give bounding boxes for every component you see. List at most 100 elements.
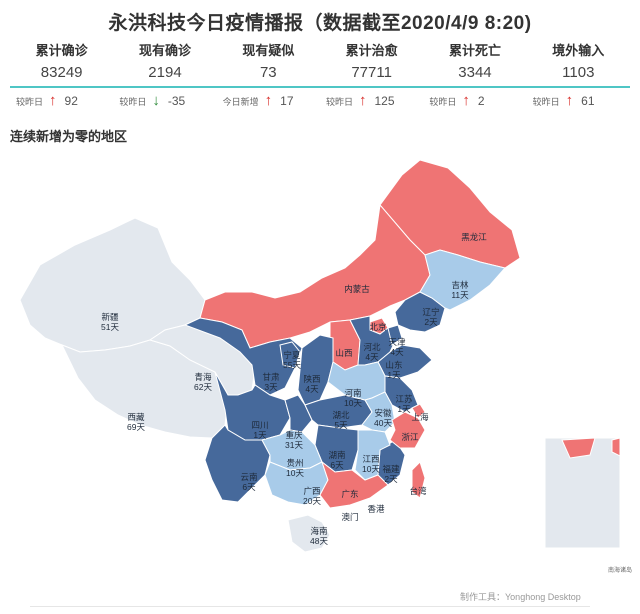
stats-bar: 累计确诊 83249 现有确诊 2194 现有疑似 73 累计治愈 77711 累计死亡…	[10, 42, 630, 88]
region-anhui[interactable]	[361, 391, 396, 433]
stat-label: 累计死亡	[448, 43, 501, 58]
region-tianjin[interactable]	[387, 324, 403, 346]
region-label: 安徽	[374, 408, 392, 418]
region-days: 62天	[194, 382, 212, 392]
stat-value: 73	[259, 64, 277, 81]
stat-cumulative-confirmed: 累计确诊 83249	[10, 42, 113, 86]
region-chongqing[interactable]	[284, 394, 313, 433]
delta-value: 17	[280, 94, 294, 108]
region-days: 2天	[424, 317, 438, 327]
delta-imported: 较昨日 ↑ 61	[527, 92, 630, 110]
stat-value: 2194	[148, 64, 182, 81]
region-days: 20天	[303, 496, 321, 506]
stat-current-confirmed: 现有确诊 2194	[113, 42, 216, 86]
region-label: 内蒙古	[344, 284, 370, 294]
region-label: 陕西	[303, 374, 320, 384]
stat-label: 累计治愈	[345, 43, 398, 58]
region-days: 10天	[286, 468, 304, 478]
region-days: 11天	[451, 290, 469, 300]
region-label: 宁夏	[283, 350, 301, 360]
region-label: 甘肃	[262, 372, 280, 382]
region-label: 青海	[194, 372, 212, 382]
region-label: 新疆	[101, 312, 119, 322]
china-map: 新疆51天西藏69天青海62天黑龙江吉林11天内蒙古辽宁2天北京天津4天河北4天…	[19, 159, 621, 553]
region-days: 1天	[397, 404, 411, 414]
stat-label: 现有疑似	[242, 43, 295, 58]
region-days: 51天	[101, 322, 119, 332]
region-label: 福建	[382, 464, 400, 474]
region-labels: 新疆51天西藏69天青海62天黑龙江吉林11天内蒙古辽宁2天北京天津4天河北4天…	[101, 232, 487, 546]
region-days: 5天	[334, 420, 348, 430]
region-label: 吉林	[451, 280, 469, 290]
region-label: 香港	[367, 504, 385, 514]
section-title: 连续新增为零的地区	[10, 129, 128, 144]
region-zhejiang[interactable]	[389, 411, 426, 449]
delta-cumulative-cured: 较昨日 ↑ 125	[320, 92, 423, 110]
region-label: 湖南	[328, 450, 345, 460]
region-henan[interactable]	[327, 361, 386, 401]
arrow-up-icon: ↑	[462, 92, 470, 109]
region-days: 3天	[264, 382, 278, 392]
delta-value: 125	[374, 94, 395, 108]
region-days: 31天	[285, 440, 303, 450]
stat-label: 现有确诊	[138, 43, 191, 58]
region-label: 山东	[385, 360, 402, 370]
delta-label: 较昨日	[532, 96, 560, 107]
arrow-down-icon: ↓	[152, 92, 160, 109]
stat-value: 83249	[40, 64, 83, 81]
region-days: 10天	[344, 398, 362, 408]
stat-value: 77711	[351, 64, 392, 81]
stat-label: 境外输入	[552, 43, 605, 58]
region-label: 浙江	[401, 432, 419, 442]
arrow-up-icon: ↑	[264, 92, 273, 109]
region-label: 天津	[388, 337, 406, 347]
region-label: 上海	[411, 412, 429, 422]
region-hainan[interactable]	[287, 514, 331, 553]
region-label: 云南	[240, 472, 257, 482]
region-days: 4天	[305, 384, 319, 394]
delta-value: 61	[581, 94, 595, 108]
region-ningxia[interactable]	[279, 341, 301, 369]
region-days: 1天	[387, 370, 401, 380]
delta-current-confirmed: 较昨日 ↓ -35	[113, 92, 216, 110]
region-days: 55天	[283, 360, 301, 370]
region-days: 10天	[362, 464, 380, 474]
legend-note: 南海诸岛	[608, 568, 633, 574]
region-label: 河南	[344, 388, 361, 398]
region-days: 1天	[253, 430, 267, 440]
stat-cumulative-deaths: 累计死亡 3344	[423, 42, 526, 86]
page-title: 永洪科技今日疫情播报（数据截至2020/4/9 8:20)	[108, 13, 532, 34]
stat-cumulative-cured: 累计治愈 77711	[320, 42, 423, 86]
arrow-up-icon: ↑	[49, 92, 57, 109]
delta-label: 较昨日	[16, 96, 44, 107]
delta-value: 2	[477, 94, 485, 108]
stat-current-suspected: 现有疑似 73	[217, 42, 320, 86]
region-days: 6天	[330, 460, 344, 470]
region-days: 6天	[242, 482, 256, 492]
region-guangdong[interactable]	[319, 460, 389, 509]
region-jilin[interactable]	[419, 249, 506, 311]
region-label: 广东	[341, 489, 358, 499]
region-shaanxi[interactable]	[297, 334, 334, 406]
region-days: 69天	[127, 422, 145, 432]
region-days: 40天	[374, 418, 392, 428]
region-shanghai[interactable]	[411, 403, 426, 419]
region-days: 4天	[390, 347, 404, 357]
region-label: 四川	[251, 420, 268, 430]
delta-label: 今日新增	[222, 96, 259, 107]
stat-value: 1103	[562, 64, 595, 81]
region-label: 辽宁	[422, 307, 439, 317]
region-days: 48天	[310, 536, 328, 546]
region-label: 北京	[369, 322, 386, 332]
region-jiangxi[interactable]	[354, 429, 391, 481]
arrow-up-icon: ↑	[359, 92, 367, 109]
region-label: 台湾	[409, 486, 427, 496]
region-label: 西藏	[127, 412, 145, 422]
region-label: 河北	[363, 342, 381, 352]
region-label: 广西	[303, 486, 320, 496]
inset-guangdong	[561, 437, 596, 459]
delta-value: 92	[64, 94, 78, 108]
delta-current-suspected: 今日新增 ↑ 17	[217, 92, 320, 110]
region-taiwan[interactable]	[411, 461, 426, 499]
delta-label: 较昨日	[429, 96, 457, 107]
